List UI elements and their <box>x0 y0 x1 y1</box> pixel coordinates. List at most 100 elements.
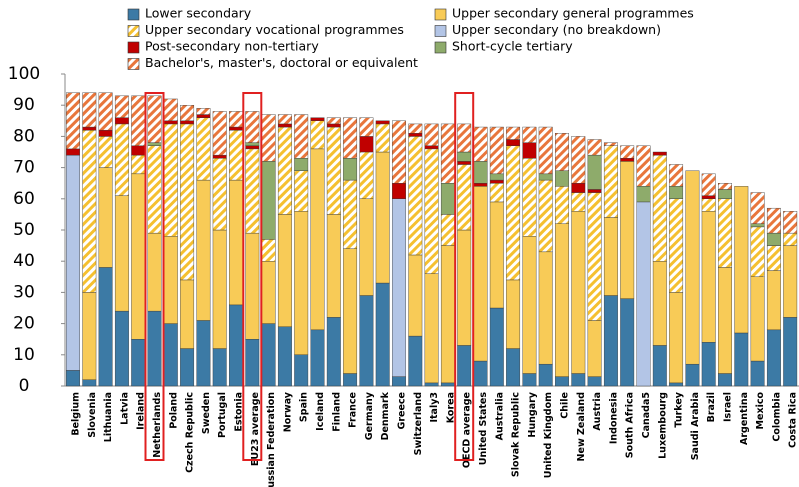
bar-segment <box>196 179 211 321</box>
x-tick-label: Austria <box>592 392 603 431</box>
bar-segment <box>359 151 374 199</box>
bar-segment <box>538 251 553 365</box>
bar-segment <box>685 363 700 387</box>
bar-segment <box>82 292 97 380</box>
bar-segment <box>163 120 178 125</box>
bar-segment <box>506 139 521 146</box>
bar-segment <box>636 186 651 203</box>
bar-segment <box>294 170 309 212</box>
bar-segment <box>457 345 472 387</box>
x-tick-label: Germany <box>364 391 375 440</box>
bar-segment <box>718 182 732 190</box>
bar-segment <box>440 214 455 246</box>
bar-segment <box>277 126 292 215</box>
bar-segment <box>261 323 276 387</box>
bar-segment <box>440 245 455 384</box>
bar-segment <box>669 186 684 200</box>
bar-segment <box>424 273 439 384</box>
legend-swatch <box>434 8 447 21</box>
x-tick-label: Mexico <box>755 392 766 430</box>
bar-segment <box>669 164 684 187</box>
bar-segment <box>392 376 406 387</box>
x-tick-label: Colombia <box>771 392 782 442</box>
bar-segment <box>783 317 798 387</box>
bar-segment <box>277 214 292 327</box>
y-tick-label: 0 <box>19 376 30 396</box>
bar-segment <box>229 179 243 306</box>
x-tick-label: Iceland <box>315 392 326 431</box>
bar-segment <box>131 154 146 175</box>
legend-swatch <box>127 25 140 37</box>
legend-swatch <box>127 8 140 21</box>
bar-segment <box>718 267 732 374</box>
bar-segment <box>555 223 569 377</box>
bar-segment <box>310 117 325 122</box>
bar-segment <box>375 120 390 125</box>
bar-segment <box>359 136 374 153</box>
x-tick-label: Slovak Republic <box>511 392 522 477</box>
bar-segment <box>669 292 684 384</box>
bar-segment <box>457 151 472 162</box>
x-tick-label: Argentina <box>739 392 750 445</box>
legend-label: Upper secondary (no breakdown) <box>452 22 661 37</box>
bar-segment <box>180 104 195 121</box>
bar-segment <box>783 211 798 234</box>
bar-segment <box>98 167 113 268</box>
bar-segment <box>701 211 716 343</box>
bar-segment <box>718 189 732 200</box>
bar-segment <box>375 123 390 153</box>
bar-segment <box>571 182 586 193</box>
bar-segment <box>766 207 781 234</box>
bar-segment <box>603 217 618 296</box>
bar-segment <box>489 201 504 309</box>
x-tick-label: New Zealand <box>576 392 587 461</box>
bar-segment <box>701 173 716 196</box>
legend-label: Upper secondary general programmes <box>452 6 694 21</box>
bar-segment <box>522 142 537 159</box>
x-tick-label: Greece <box>397 392 408 429</box>
bar-segment <box>261 114 276 162</box>
bar-segment <box>440 382 455 387</box>
bar-segment <box>669 198 684 293</box>
bar-segment <box>506 145 521 281</box>
bar-segment <box>310 329 325 387</box>
bar-segment <box>766 245 781 271</box>
bar-segment <box>522 373 537 387</box>
bar-segment <box>440 182 455 215</box>
bar-segment <box>701 342 716 387</box>
bar-segment <box>114 123 129 196</box>
bar-segment <box>343 373 358 387</box>
bar-segment <box>359 295 374 387</box>
x-tick-label: Korea <box>445 392 456 423</box>
bar-segment <box>408 133 423 137</box>
highlight-box <box>242 92 263 461</box>
bar-segment <box>294 114 309 159</box>
bar-segment <box>163 236 178 324</box>
bar-segment <box>261 239 276 262</box>
bar-segment <box>636 201 651 387</box>
bar-segment <box>457 123 472 153</box>
bar-segment <box>473 186 488 362</box>
bar-segment <box>196 320 211 387</box>
bar-segment <box>326 117 341 125</box>
legend-label: Bachelor's, master's, doctoral or equiva… <box>145 55 418 70</box>
bar-segment <box>538 363 553 387</box>
bar-segment <box>261 261 276 324</box>
bar-segment <box>277 114 292 125</box>
y-tick-label: 80 <box>13 126 35 146</box>
x-tick-label: Latvia <box>119 392 130 425</box>
legend-label: Short-cycle tertiary <box>452 39 573 54</box>
bar-segment <box>555 186 569 224</box>
bar-segment <box>212 154 227 159</box>
y-tick-label: 50 <box>13 220 35 240</box>
bar-segment <box>766 270 781 331</box>
bar-segment <box>734 332 749 387</box>
bar-segment <box>147 142 162 146</box>
bar-segment <box>473 360 488 387</box>
bar-segment <box>229 129 243 181</box>
legend-swatch <box>434 25 447 37</box>
bar-segment <box>392 120 406 184</box>
x-tick-label: Poland <box>168 392 179 429</box>
bar-segment <box>66 154 80 371</box>
x-tick-label: France <box>348 392 359 428</box>
